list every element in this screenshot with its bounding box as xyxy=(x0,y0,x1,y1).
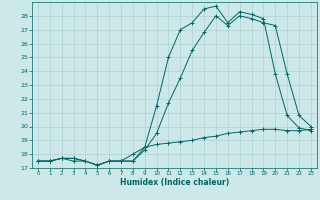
X-axis label: Humidex (Indice chaleur): Humidex (Indice chaleur) xyxy=(120,178,229,187)
